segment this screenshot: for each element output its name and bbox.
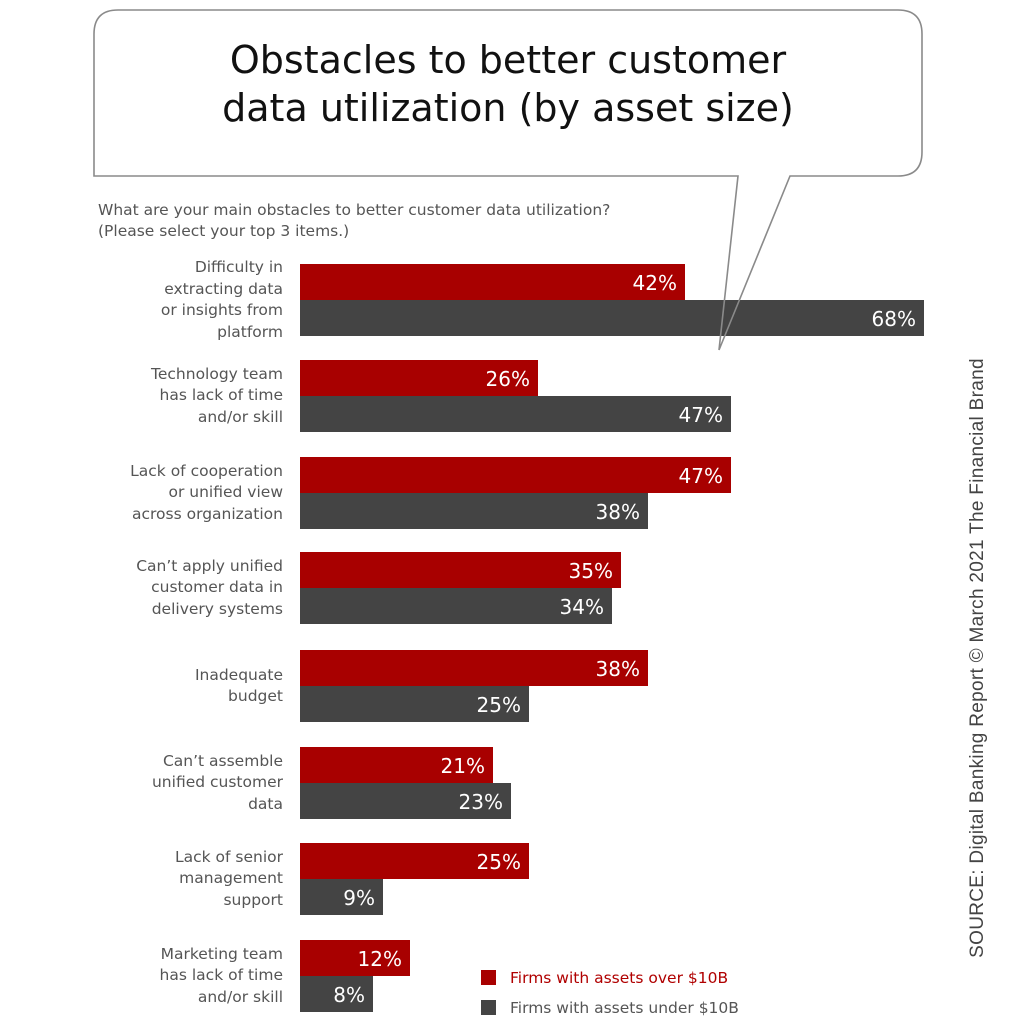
- source-credit: SOURCE: Digital Banking Report © March 2…: [967, 358, 988, 958]
- bar-value-label: 35%: [568, 559, 613, 583]
- category-label-line: and/or skill: [197, 987, 283, 1006]
- bar-value-label: 47%: [678, 464, 723, 488]
- category-label: Inadequate budget: [60, 665, 283, 708]
- bar-value-label: 34%: [559, 595, 604, 619]
- bar-value-label: 21%: [440, 754, 485, 778]
- category-label: Technology team has lack of time and/or sk…: [60, 364, 283, 429]
- category-label-line: unified customer: [151, 773, 283, 792]
- bar-value-label: 47%: [678, 403, 723, 427]
- chart-subtitle: What are your main obstacles to better c…: [98, 201, 611, 240]
- legend-label-over-10b: Firms with assets over $10B: [510, 969, 729, 987]
- bar-value-label: 25%: [476, 850, 521, 874]
- category-label: Lack of senior management support: [60, 847, 283, 912]
- category-label-line: platform: [217, 322, 283, 341]
- category-label: Can’t apply unified customer data in deliv…: [60, 556, 283, 621]
- category-label-line: support: [223, 890, 283, 909]
- category-label: Difficulty in extracting data or insights …: [60, 257, 283, 343]
- category-label-line: has lack of time: [159, 966, 283, 985]
- category-label-line: or insights from: [160, 301, 283, 319]
- category-label: Marketing team has lack of time and/or ski…: [60, 944, 283, 1009]
- category-label-line: customer data in: [151, 578, 283, 597]
- bar-under-10b: [300, 396, 731, 432]
- category-label-line: data: [248, 794, 283, 813]
- bar-under-10b: [300, 976, 373, 1012]
- bar-value-label: 25%: [476, 693, 521, 717]
- category-label-line: Lack of senior: [174, 847, 283, 866]
- chart-title-line: data utilization (by asset size): [222, 86, 794, 130]
- category-label-line: Inadequate: [194, 665, 283, 684]
- bar-value-label: 38%: [595, 657, 640, 681]
- bar-value-label: 8%: [333, 983, 365, 1007]
- bar-over-10b: [300, 457, 731, 493]
- bar-value-label: 38%: [595, 500, 640, 524]
- category-label: Can’t assemble unified customer data: [60, 751, 283, 816]
- category-label-line: across organization: [132, 504, 283, 523]
- category-label-line: Can’t assemble: [162, 751, 283, 770]
- category-label-line: delivery systems: [151, 599, 283, 618]
- bar-under-10b: [300, 686, 529, 722]
- category-label-line: Lack of cooperation: [130, 461, 283, 480]
- category-label-line: budget: [228, 687, 283, 705]
- bar-over-10b: [300, 650, 648, 686]
- bar-under-10b: [300, 879, 383, 915]
- category-label-line: Technology team: [151, 364, 283, 383]
- bar-under-10b: [300, 588, 612, 624]
- bar-value-label: 23%: [458, 790, 503, 814]
- category-label-line: has lack of time: [159, 386, 283, 405]
- bar-over-10b: [300, 940, 410, 976]
- category-label-line: extracting data: [164, 279, 283, 298]
- bar-over-10b: [300, 747, 493, 783]
- bar-under-10b: [300, 783, 511, 819]
- legend-swatch-under-10b: [481, 1000, 496, 1015]
- legend-swatch-over-10b: [481, 970, 496, 985]
- bar-over-10b: [300, 360, 538, 396]
- bar-value-label: 26%: [485, 367, 530, 391]
- category-label-line: and/or skill: [197, 407, 283, 426]
- chart-title-line: Obstacles to better customer: [229, 38, 787, 82]
- bar-value-label: 68%: [871, 307, 916, 331]
- bar-under-10b: [300, 493, 648, 529]
- category-label-line: Marketing team: [160, 944, 283, 963]
- category-label-line: Difficulty in: [194, 258, 283, 276]
- bar-value-label: 42%: [632, 271, 677, 295]
- category-label-line: or unified view: [168, 483, 284, 502]
- bar-over-10b: [300, 552, 621, 588]
- bar-over-10b: [300, 843, 529, 879]
- category-label-line: management: [179, 869, 283, 888]
- category-label-line: Can’t apply unified: [136, 556, 283, 575]
- bar-value-label: 12%: [357, 947, 402, 971]
- category-label: Lack of cooperation or unified view across…: [60, 461, 283, 526]
- legend-label-under-10b: Firms with assets under $10B: [510, 999, 739, 1017]
- bar-value-label: 9%: [343, 886, 375, 910]
- chart-title: Obstacles to better customer data utiliz…: [94, 36, 922, 132]
